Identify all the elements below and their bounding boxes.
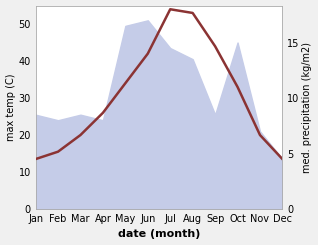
X-axis label: date (month): date (month) — [118, 230, 200, 239]
Y-axis label: med. precipitation (kg/m2): med. precipitation (kg/m2) — [302, 42, 313, 173]
Y-axis label: max temp (C): max temp (C) — [5, 74, 16, 141]
